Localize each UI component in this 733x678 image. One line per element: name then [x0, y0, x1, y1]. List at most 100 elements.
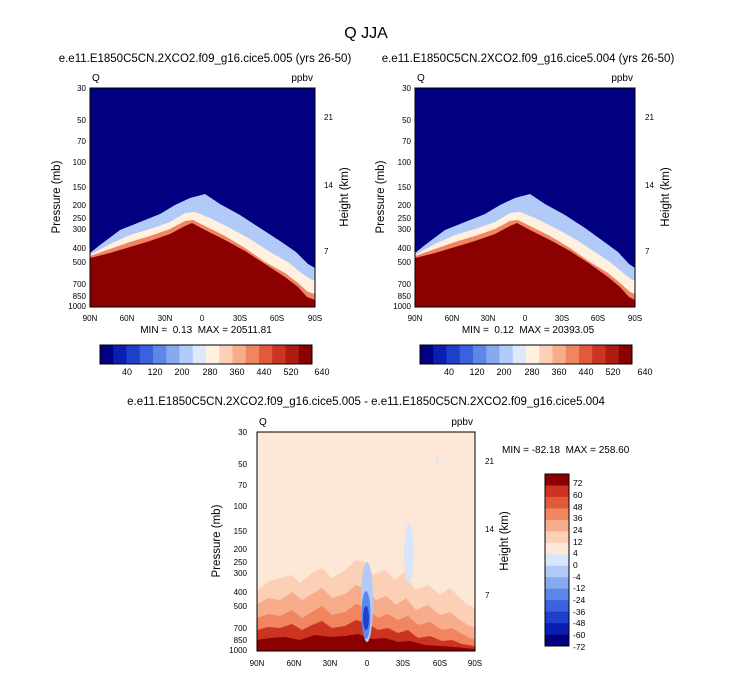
panel-2-xtick: 30N	[481, 314, 496, 323]
panel-2-xtick: 90S	[628, 314, 642, 323]
colorbar-swatch	[298, 345, 313, 364]
panel-3-cbar-label: 36	[573, 513, 583, 523]
colorbar-swatch	[545, 611, 569, 624]
panel-3-upper-negative-plume	[404, 523, 414, 583]
panel-1-xtick: 0	[200, 314, 205, 323]
colorbar-swatch	[545, 496, 569, 509]
panel-2-ytick: 700	[398, 280, 412, 289]
panel-1-ytick: 700	[73, 280, 87, 289]
panel-1-var-label: Q	[92, 73, 100, 84]
panel-1-y2tick: 14	[324, 181, 333, 190]
colorbar-swatch	[545, 508, 569, 521]
panel-2-y2tick: 14	[645, 181, 654, 190]
panel-2-ytick: 100	[398, 158, 412, 167]
colorbar-swatch	[446, 345, 461, 364]
panel-1-ytick: 400	[73, 244, 87, 253]
panel-1-cbar-label: 440	[256, 367, 271, 377]
panel-2-subtitle: e.e11.E1850C5CN.2XCO2.f09_g16.cice5.004 …	[382, 53, 675, 65]
panel-3-yticks: 30 50 70 100 150 200 250 300 400 500 700…	[229, 428, 247, 655]
colorbar-swatch	[545, 565, 569, 578]
panel-1-ytick: 500	[73, 258, 87, 267]
panel-2-ytick: 30	[402, 84, 411, 93]
colorbar-swatch	[113, 345, 127, 364]
panel-3: e.e11.E1850C5CN.2XCO2.f09_g16.cice5.005 …	[127, 396, 630, 668]
panel-3-xtick: 60S	[433, 659, 447, 668]
panel-1-ylabel: Pressure (mb)	[51, 160, 63, 233]
colorbar-outline	[544, 473, 570, 647]
panel-2-ytick: 500	[398, 258, 412, 267]
panel-2: e.e11.E1850C5CN.2XCO2.f09_g16.cice5.004 …	[375, 53, 674, 377]
panel-2-cbar-label: 520	[605, 367, 620, 377]
panel-3-ytick: 50	[238, 460, 247, 469]
panel-1-cbar-label: 360	[229, 367, 244, 377]
panel-1-xtick: 90N	[83, 314, 98, 323]
panel-3-small-negative-spot	[435, 457, 439, 465]
panel-2-colorbar-labels: 40 120 200 280 360 440 520 640	[444, 367, 653, 377]
panel-2-ytick: 850	[398, 292, 412, 301]
panel-2-ytick: 1000	[393, 302, 411, 311]
panel-3-ytick: 500	[234, 602, 248, 611]
panel-1-subtitle: e.e11.E1850C5CN.2XCO2.f09_g16.cice5.005 …	[59, 53, 352, 65]
colorbar-swatch	[618, 345, 633, 364]
panel-2-var-label: Q	[417, 73, 425, 84]
panel-3-xticks: 90N 60N 30N 0 30S 60S 90S	[250, 659, 482, 668]
colorbar-swatch	[539, 345, 553, 364]
colorbar-swatch	[259, 345, 273, 364]
panel-3-xtick: 90S	[468, 659, 482, 668]
panel-2-xtick: 60S	[591, 314, 605, 323]
panel-3-ytick: 400	[234, 588, 248, 597]
panel-3-ytick: 100	[234, 502, 248, 511]
colorbar-swatch	[473, 345, 487, 364]
colorbar-outline	[419, 344, 633, 365]
panel-3-cbar-label: -72	[573, 642, 586, 652]
panel-3-subtitle: e.e11.E1850C5CN.2XCO2.f09_g16.cice5.005 …	[127, 396, 605, 408]
panel-3-xtick: 60N	[287, 659, 302, 668]
panel-3-ytick: 150	[234, 527, 248, 536]
panel-3-frame	[256, 431, 476, 652]
colorbar-swatch	[219, 345, 233, 364]
panel-2-xtick: 60N	[445, 314, 460, 323]
colorbar-swatch	[420, 345, 434, 364]
panel-3-minmax: MIN = -82.18 MAX = 258.60	[502, 445, 630, 456]
panel-2-ytick: 70	[402, 137, 411, 146]
panel-1-ytick: 850	[73, 292, 87, 301]
panel-3-ytick: 250	[234, 558, 248, 567]
panel-1-ytick: 100	[73, 158, 87, 167]
panel-2-y2tick: 21	[645, 113, 654, 122]
panel-2-cbar-label: 40	[444, 367, 454, 377]
colorbar-swatch	[526, 345, 540, 364]
panel-3-ytick: 700	[234, 624, 248, 633]
panel-3-cbar-label: -60	[573, 630, 586, 640]
panel-1-xticks: 90N 60N 30N 0 30S 60S 90S	[83, 314, 322, 323]
panel-2-y2ticks: 21 14 7	[645, 113, 654, 256]
panel-2-xticks: 90N 60N 30N 0 30S 60S 90S	[408, 314, 642, 323]
panel-1-moisture-band-high	[90, 223, 315, 307]
panel-3-y2ticks: 21 14 7	[485, 457, 494, 600]
panel-1-cbar-label: 120	[147, 367, 162, 377]
colorbar-swatch	[545, 623, 569, 635]
panel-3-units-label: ppbv	[451, 417, 473, 428]
panel-3-cbar-label: 24	[573, 525, 583, 535]
panel-1-ytick: 1000	[68, 302, 86, 311]
panel-3-xtick: 30N	[323, 659, 338, 668]
panel-1-yticks: 30 50 70 100 150 200 250 300 400 500 700…	[68, 84, 86, 311]
colorbar-swatch	[592, 345, 606, 364]
panel-1-ytick: 70	[77, 137, 86, 146]
panel-2-yticks: 30 50 70 100 150 200 250 300 400 500 700…	[393, 84, 411, 311]
panel-2-y2label: Height (km)	[660, 167, 672, 227]
panel-1-ytick: 250	[73, 214, 87, 223]
panel-1-cbar-label: 200	[174, 367, 189, 377]
panel-2-y2tick: 7	[645, 247, 650, 256]
panel-2-cbar-label: 120	[469, 367, 484, 377]
panel-3-cbar-label: 12	[573, 537, 583, 547]
colorbar-outline	[99, 344, 313, 365]
panel-1-ytick: 150	[73, 183, 87, 192]
panel-3-colorbar	[544, 473, 570, 647]
panel-3-y2tick: 21	[485, 457, 494, 466]
panel-2-ylabel: Pressure (mb)	[375, 160, 387, 233]
colorbar-swatch	[579, 345, 593, 364]
panel-3-xtick: 30S	[396, 659, 410, 668]
colorbar-swatch	[206, 345, 220, 364]
panel-1-xtick: 30N	[158, 314, 173, 323]
